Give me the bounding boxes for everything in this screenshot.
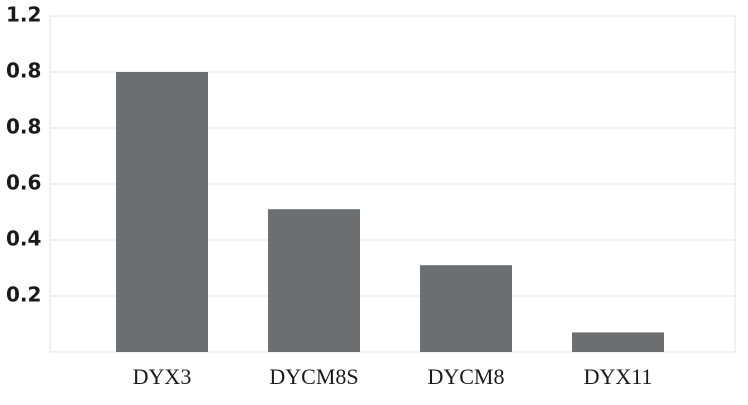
x-tick-label: DYX11 [584,364,653,389]
bar [268,209,360,352]
x-tick-label: DYCM8S [269,364,358,389]
bar [420,265,512,352]
y-tick-label: 1.2 [6,3,41,27]
bar [116,72,208,352]
y-tick-label: 0.6 [6,171,41,195]
y-tick-label: 0.8 [6,115,41,139]
y-tick-label: 0.2 [6,283,41,307]
x-tick-label: DYCM8 [427,364,504,389]
y-tick-label: 0.4 [6,227,41,251]
x-tick-label: DYX3 [133,364,192,389]
bar [572,332,664,352]
y-tick-label: 0.8 [6,59,41,83]
